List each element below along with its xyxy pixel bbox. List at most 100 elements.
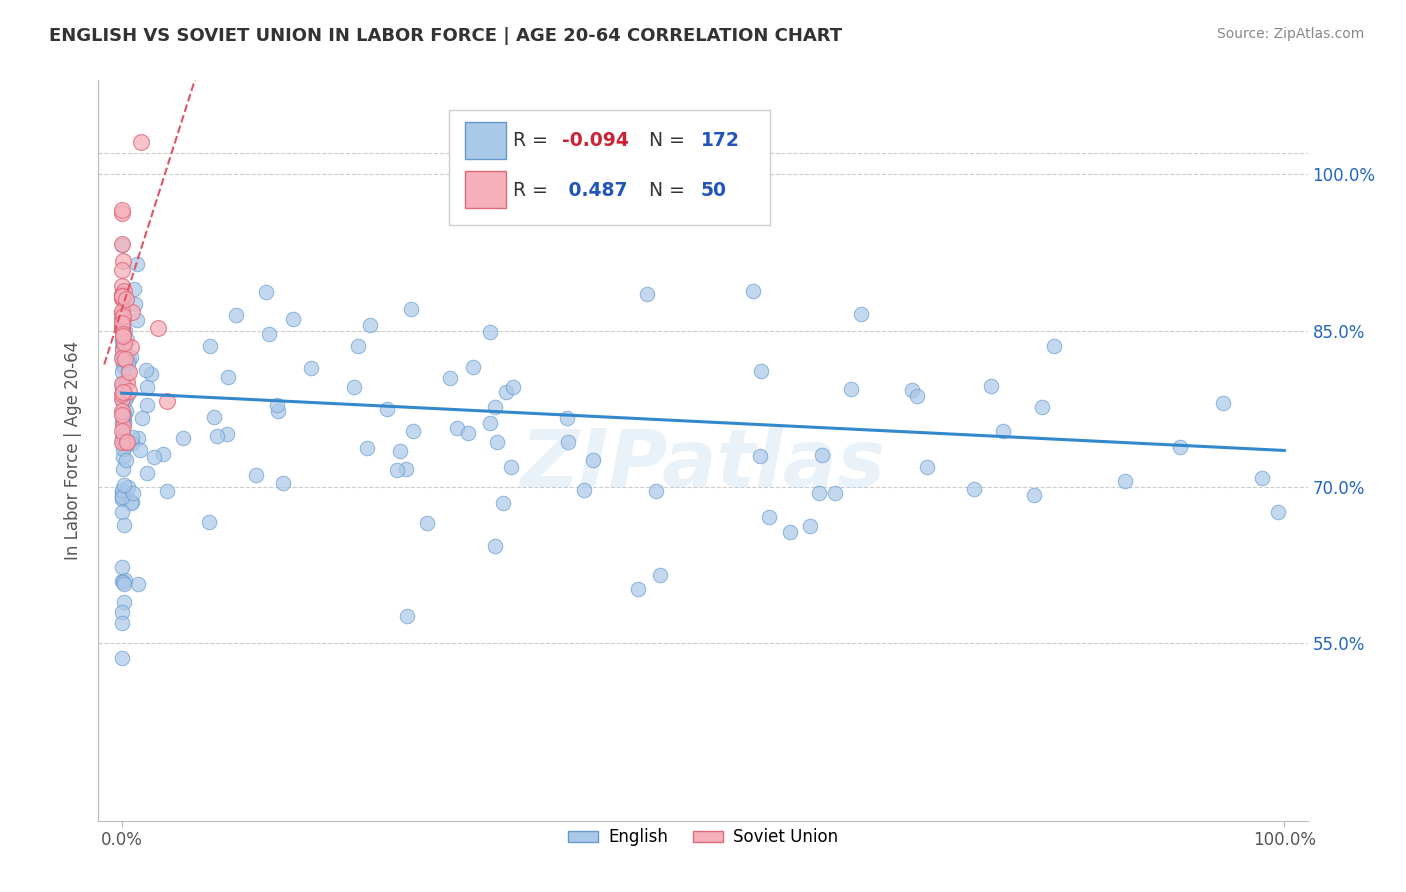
Text: -0.094: -0.094 [561, 131, 628, 151]
Point [111, 333, 134, 347]
Point [111, 289, 134, 303]
Point [359, 318, 381, 332]
Point [124, 282, 146, 296]
Point [112, 254, 135, 268]
Point [114, 393, 136, 408]
Point [111, 306, 134, 320]
FancyBboxPatch shape [465, 170, 506, 208]
Point [121, 495, 143, 509]
Point [446, 421, 468, 435]
Point [484, 400, 506, 414]
Point [1250, 471, 1272, 485]
Point [114, 391, 136, 405]
Point [572, 483, 595, 497]
Point [127, 576, 149, 591]
Point [115, 435, 138, 450]
Point [112, 415, 135, 429]
Point [111, 352, 134, 367]
Point [627, 582, 650, 596]
Point [557, 411, 579, 425]
Point [851, 307, 873, 321]
Point [136, 398, 159, 412]
Point [111, 461, 134, 475]
Point [112, 450, 135, 465]
Point [111, 393, 134, 408]
Point [139, 367, 162, 381]
Point [143, 450, 166, 465]
Point [225, 308, 247, 322]
Point [112, 328, 135, 343]
Point [111, 392, 134, 406]
Point [152, 447, 174, 461]
Point [254, 285, 277, 300]
Point [114, 573, 136, 587]
Point [112, 340, 135, 354]
Point [111, 263, 134, 277]
Point [112, 419, 135, 434]
Point [135, 380, 157, 394]
Point [111, 428, 134, 442]
Point [749, 449, 772, 463]
Point [118, 365, 141, 379]
Point [111, 376, 134, 391]
Point [217, 370, 239, 384]
Point [111, 292, 134, 306]
Point [121, 436, 143, 450]
Point [112, 441, 135, 455]
Point [112, 411, 135, 425]
Point [810, 448, 832, 462]
Point [112, 413, 135, 427]
Text: 172: 172 [700, 131, 740, 151]
Point [111, 490, 134, 504]
Point [111, 291, 134, 305]
Point [111, 323, 134, 337]
Point [111, 289, 134, 303]
Point [115, 434, 138, 449]
Point [963, 482, 986, 496]
Point [111, 415, 134, 429]
Point [111, 435, 134, 450]
Point [112, 326, 135, 341]
Point [1168, 440, 1191, 454]
Point [111, 365, 134, 379]
Point [271, 476, 294, 491]
Point [111, 489, 134, 503]
Point [111, 379, 134, 393]
Point [198, 515, 221, 529]
Point [347, 338, 370, 352]
Point [111, 560, 134, 574]
Point [751, 364, 773, 378]
Point [582, 452, 605, 467]
Point [111, 304, 134, 318]
Point [112, 309, 135, 323]
Point [135, 363, 157, 377]
Point [257, 327, 280, 342]
Text: Source: ZipAtlas.com: Source: ZipAtlas.com [1216, 27, 1364, 41]
Point [342, 380, 364, 394]
Point [980, 379, 1002, 393]
Text: N =: N = [648, 181, 690, 200]
Point [499, 460, 522, 475]
Point [111, 290, 134, 304]
Point [114, 324, 136, 338]
Point [375, 401, 398, 416]
Point [111, 377, 134, 392]
Point [111, 350, 134, 364]
Point [281, 312, 304, 326]
Point [156, 393, 179, 408]
Point [121, 430, 143, 444]
Point [118, 384, 141, 399]
Point [901, 384, 924, 398]
Point [131, 135, 153, 149]
Point [463, 360, 485, 375]
Point [112, 359, 135, 373]
Point [111, 575, 134, 590]
Point [439, 371, 461, 385]
Point [115, 357, 138, 371]
Point [117, 356, 139, 370]
Point [779, 524, 801, 539]
Point [148, 320, 170, 334]
Point [111, 278, 134, 293]
Point [112, 295, 135, 310]
Point [111, 320, 134, 334]
